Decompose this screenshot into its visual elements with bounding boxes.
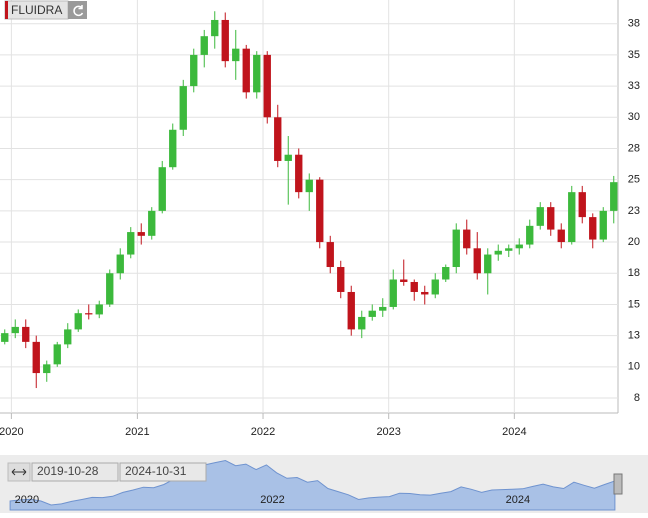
candle-body xyxy=(358,316,366,330)
navigator-label: 2022 xyxy=(260,494,284,506)
candle-body xyxy=(305,179,313,193)
range-start-input[interactable] xyxy=(31,462,119,482)
candle-body xyxy=(158,167,166,211)
candle-body xyxy=(43,364,51,374)
candle-body xyxy=(389,279,397,307)
candles xyxy=(1,11,618,389)
candle-body xyxy=(253,54,261,93)
candle-body xyxy=(106,273,114,305)
candle-body xyxy=(557,229,565,243)
candle-body xyxy=(547,207,555,230)
range-end[interactable]: 2024-10-31 xyxy=(125,464,187,478)
candle-body xyxy=(116,254,124,274)
y-tick-label: 30 xyxy=(628,111,640,123)
y-tick-label: 33 xyxy=(628,80,640,92)
navigator-area xyxy=(9,459,616,511)
candle-body xyxy=(148,210,156,236)
y-tick-label: 38 xyxy=(628,18,640,30)
candle-body xyxy=(610,182,618,211)
y-tick-label: 8 xyxy=(634,392,640,404)
candle-body xyxy=(379,306,387,311)
candle-body xyxy=(599,210,607,240)
candle-body xyxy=(64,329,72,345)
candle-body xyxy=(473,248,481,274)
x-tick-label: 2021 xyxy=(125,426,149,438)
candle-body xyxy=(295,154,303,193)
refresh-button[interactable] xyxy=(68,1,87,19)
navigator-handle[interactable] xyxy=(613,473,623,495)
candle-body xyxy=(22,326,30,342)
candle-body xyxy=(200,36,208,55)
candle-body xyxy=(11,326,19,334)
candle-body xyxy=(410,281,418,292)
candle-body xyxy=(589,217,597,240)
candle-body xyxy=(137,232,145,236)
x-tick-label: 2023 xyxy=(376,426,400,438)
x-tick-label: 2024 xyxy=(502,426,526,438)
candle-body xyxy=(95,304,103,315)
candle-body xyxy=(1,333,9,342)
candle-body xyxy=(242,48,250,93)
candle-body xyxy=(326,242,334,268)
candle-body xyxy=(526,225,534,245)
candle-body xyxy=(53,344,61,365)
candle-body xyxy=(232,48,240,62)
navigator-label: 2020 xyxy=(15,494,39,506)
candle-body xyxy=(568,192,576,243)
y-tick-label: 23 xyxy=(628,205,640,217)
candle-body xyxy=(221,19,229,62)
candle-body xyxy=(85,313,93,315)
candle-body xyxy=(169,129,177,168)
candle-body xyxy=(421,291,429,295)
candle-body xyxy=(368,310,376,317)
candle-body xyxy=(274,117,282,161)
candle-body xyxy=(505,248,513,251)
candle-body xyxy=(74,313,82,330)
candle-body xyxy=(515,244,523,249)
candle-body xyxy=(127,232,135,255)
candle-body xyxy=(484,254,492,274)
range-end-input[interactable] xyxy=(119,462,207,482)
y-tick-label: 20 xyxy=(628,236,640,248)
navigator: 2020 2022 2024 xyxy=(9,459,623,511)
candle-body xyxy=(32,341,40,374)
candle-body xyxy=(536,207,544,226)
navigator-label: 2024 xyxy=(506,494,530,506)
candle-body xyxy=(263,54,271,118)
candle-body xyxy=(337,267,345,292)
candle-body xyxy=(431,279,439,295)
candle-body xyxy=(284,154,292,161)
y-tick-label: 25 xyxy=(628,174,640,186)
candle-body xyxy=(442,267,450,280)
y-tick-label: 18 xyxy=(628,267,640,279)
range-icon[interactable] xyxy=(11,468,27,476)
y-tick-label: 13 xyxy=(628,330,640,342)
candle-body xyxy=(316,179,324,243)
y-tick-label: 28 xyxy=(628,142,640,154)
y-tick-label: 10 xyxy=(628,361,640,373)
chart-title: FLUIDRA xyxy=(11,3,62,17)
y-tick-label: 35 xyxy=(628,49,640,61)
x-tick-label: 2022 xyxy=(251,426,275,438)
refresh-icon[interactable] xyxy=(73,5,84,17)
candle-body xyxy=(347,291,355,330)
candle-body xyxy=(463,229,471,249)
candle-body xyxy=(400,279,408,282)
title-accent xyxy=(5,1,8,19)
candle-body xyxy=(494,250,502,255)
x-tick-label: 2020 xyxy=(0,426,24,438)
range-start[interactable]: 2019-10-28 xyxy=(37,464,99,478)
candle-body xyxy=(578,192,586,218)
candle-body xyxy=(452,229,460,268)
candle-body xyxy=(190,54,198,87)
candle-body xyxy=(211,19,219,37)
candle-body xyxy=(179,86,187,130)
y-tick-label: 15 xyxy=(628,298,640,310)
